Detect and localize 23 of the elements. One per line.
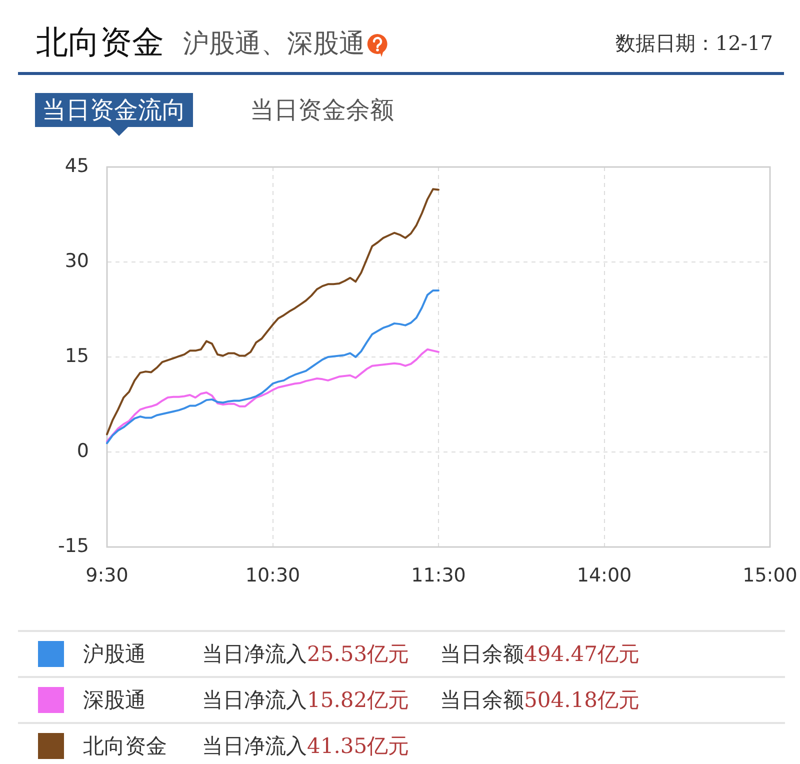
text: 当日余额494.47亿元: [440, 642, 640, 666]
x-tick-label: 9:30: [86, 564, 128, 586]
chart-title: 北向资金: [36, 22, 164, 62]
x-tick-label: 15:00: [742, 564, 798, 586]
text: 当日余额504.18亿元: [440, 688, 640, 712]
y-tick-label: -15: [58, 534, 89, 557]
text: 当日净流入25.53亿元: [202, 642, 410, 666]
y-tick-label: 45: [64, 154, 89, 177]
text: 当日净流入15.82亿元: [202, 688, 410, 712]
text: 数据日期：12-17: [615, 30, 773, 56]
legend-label: 北向资金: [83, 733, 167, 760]
text: 当日净流入41.35亿元: [202, 734, 410, 758]
x-tick-label: 14:00: [576, 564, 632, 586]
legend-label: 沪股通: [83, 641, 146, 668]
y-tick-label: 30: [64, 250, 89, 272]
x-tick-label: 10:30: [245, 564, 300, 586]
y-tick-label: 15: [64, 344, 89, 367]
legend-label: 深股通: [83, 687, 146, 714]
x-tick-label: 11:30: [411, 564, 466, 586]
selected-tab[interactable]: 当日资金流向: [35, 93, 193, 127]
chart-subtitle: 沪股通、深股通: [183, 28, 365, 60]
tab[interactable]: 当日资金余额: [250, 93, 394, 127]
y-tick-label: 0: [76, 440, 89, 462]
